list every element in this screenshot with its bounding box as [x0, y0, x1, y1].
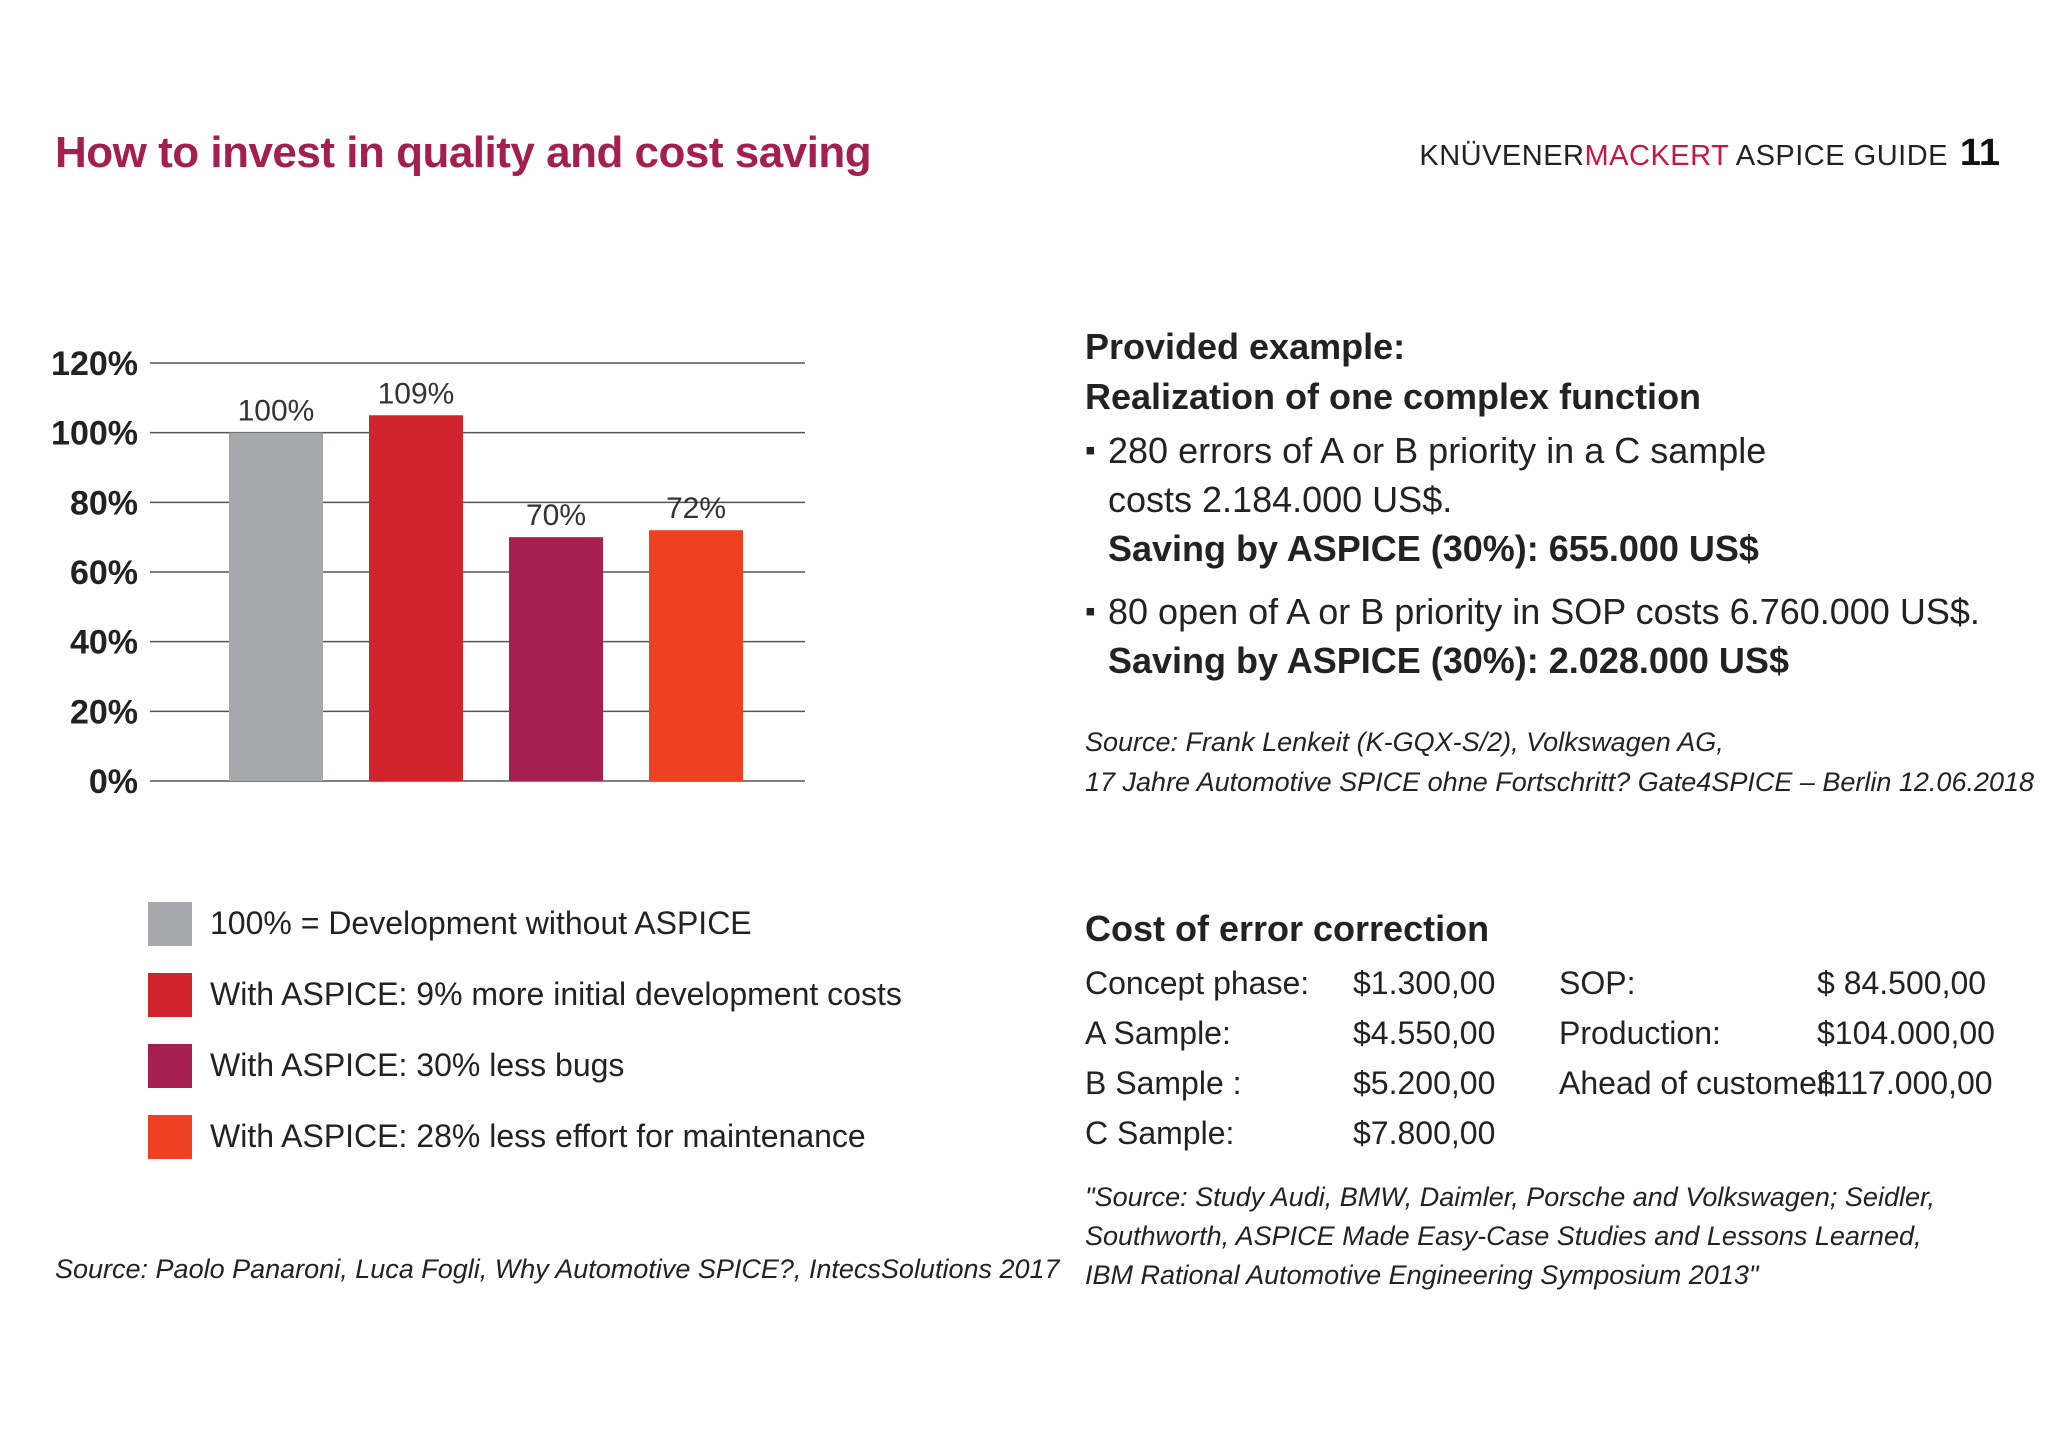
cost-row: C Sample: $7.800,00 — [1085, 1108, 1995, 1158]
cost-value: $5.200,00 — [1353, 1065, 1496, 1101]
chart-data-labels: 100% 109% 70% 72% — [238, 377, 726, 532]
bullet-text: costs 2.184.000 US$. — [1108, 479, 1453, 520]
source-line: "Source: Study Audi, BMW, Daimler, Porsc… — [1085, 1182, 1935, 1212]
legend-item-baseline: 100% = Development without ASPICE — [148, 888, 902, 959]
cost-value: $117.000,00 — [1817, 1065, 1993, 1101]
example-bullet-2: ▪ 80 open of A or B priority in SOP cost… — [1085, 587, 1985, 685]
cost-label: Ahead of customer: — [1559, 1065, 1837, 1101]
legend-swatch — [148, 1043, 192, 1088]
cost-heading: Cost of error correction — [1085, 908, 1490, 949]
y-tick-label: 20% — [70, 693, 138, 731]
chart-source: Source: Paolo Panaroni, Luca Fogli, Why … — [55, 1254, 1060, 1284]
page-title: How to invest in quality and cost saving — [55, 128, 872, 177]
bullet-saving: Saving by ASPICE (30%): 655.000 US$ — [1108, 528, 1759, 569]
cost-row: A Sample: $4.550,00 Production: $104.000… — [1085, 1008, 1995, 1058]
y-tick-label: 0% — [89, 763, 138, 800]
example-heading: Provided example: — [1085, 326, 1406, 367]
cost-value: $7.800,00 — [1353, 1115, 1496, 1151]
provided-example: Provided example: Realization of one com… — [1085, 322, 1985, 685]
brand-logo-text: KNÜVENERMACKERT ASPICE GUIDE — [1419, 140, 1948, 173]
bar-data-label: 72% — [666, 492, 726, 525]
bullet-saving: Saving by ASPICE (30%): 2.028.000 US$ — [1108, 640, 1789, 681]
bar — [509, 537, 603, 781]
bar-chart: 0% 20% 40% 60% 80% 100% 120% 100% 109% 70% 72% — [51, 345, 805, 800]
bar-data-label: 109% — [378, 377, 455, 410]
legend-item-maintenance: With ASPICE: 28% less effort for mainten… — [148, 1101, 902, 1172]
example-source: Source: Frank Lenkeit (K-GQX-S/2), Volks… — [1085, 722, 2034, 802]
brand-part-3: ASPICE GUIDE — [1728, 140, 1948, 172]
page-number: 11 — [1959, 132, 2000, 174]
cost-value: $104.000,00 — [1817, 1015, 1995, 1051]
chart-legend: 100% = Development without ASPICE With A… — [148, 888, 902, 1172]
bullet-text: 80 open of A or B priority in SOP costs … — [1108, 591, 1980, 632]
cost-source: "Source: Study Audi, BMW, Daimler, Porsc… — [1085, 1178, 1935, 1295]
source-line: Source: Frank Lenkeit (K-GQX-S/2), Volks… — [1085, 727, 1724, 757]
legend-label: With ASPICE: 28% less effort for mainten… — [210, 1118, 866, 1154]
source-line: Southworth, ASPICE Made Easy-Case Studie… — [1085, 1221, 1922, 1251]
cost-table: Concept phase: $1.300,00 SOP: $ 84.500,0… — [1085, 958, 1995, 1158]
bar — [229, 432, 323, 781]
cost-label: Production: — [1559, 1015, 1721, 1051]
bullet-text: 280 errors of A or B priority in a C sam… — [1108, 430, 1767, 471]
cost-value: $4.550,00 — [1353, 1015, 1496, 1051]
bullet-icon: ▪ — [1085, 595, 1096, 628]
y-tick-label: 60% — [70, 554, 138, 592]
cost-value: $ 84.500,00 — [1817, 965, 1987, 1001]
brand-part-2: MACKERT — [1584, 140, 1729, 172]
cost-row: B Sample : $5.200,00 Ahead of customer: … — [1085, 1058, 1995, 1108]
y-tick-label: 120% — [51, 345, 138, 383]
cost-value: $1.300,00 — [1353, 965, 1496, 1001]
legend-label: With ASPICE: 30% less bugs — [210, 1047, 625, 1083]
chart-bars — [229, 415, 743, 781]
cost-label: C Sample: — [1085, 1115, 1235, 1151]
bar-data-label: 100% — [238, 395, 315, 428]
cost-label — [1559, 1108, 1817, 1158]
brand-part-1: KNÜVENER — [1419, 140, 1585, 172]
bullet-icon: ▪ — [1085, 434, 1096, 467]
cost-label: Concept phase: — [1085, 965, 1310, 1001]
y-tick-label: 100% — [51, 415, 138, 453]
example-bullet-1: ▪ 280 errors of A or B priority in a C s… — [1085, 426, 1985, 573]
legend-label: With ASPICE: 9% more initial development… — [210, 976, 902, 1012]
bar — [649, 530, 743, 781]
source-line: 17 Jahre Automotive SPICE ohne Fortschri… — [1085, 767, 2035, 797]
source-line: IBM Rational Automotive Engineering Symp… — [1085, 1260, 1759, 1290]
example-subheading: Realization of one complex function — [1085, 376, 1702, 417]
chart-y-ticks: 0% 20% 40% 60% 80% 100% 120% — [51, 345, 138, 800]
bar-data-label: 70% — [526, 499, 586, 532]
legend-item-bugs: With ASPICE: 30% less bugs — [148, 1030, 902, 1101]
cost-label: SOP: — [1559, 965, 1636, 1001]
y-tick-label: 40% — [70, 624, 138, 662]
legend-swatch — [148, 972, 192, 1017]
cost-label: B Sample : — [1085, 1065, 1242, 1101]
legend-item-development-costs: With ASPICE: 9% more initial development… — [148, 959, 902, 1030]
cost-row: Concept phase: $1.300,00 SOP: $ 84.500,0… — [1085, 958, 1995, 1008]
bar — [369, 415, 463, 781]
cost-label: A Sample: — [1085, 1015, 1231, 1051]
legend-label: 100% = Development without ASPICE — [210, 905, 752, 941]
y-tick-label: 80% — [70, 484, 138, 522]
legend-swatch — [148, 1114, 192, 1159]
legend-swatch — [148, 901, 192, 946]
